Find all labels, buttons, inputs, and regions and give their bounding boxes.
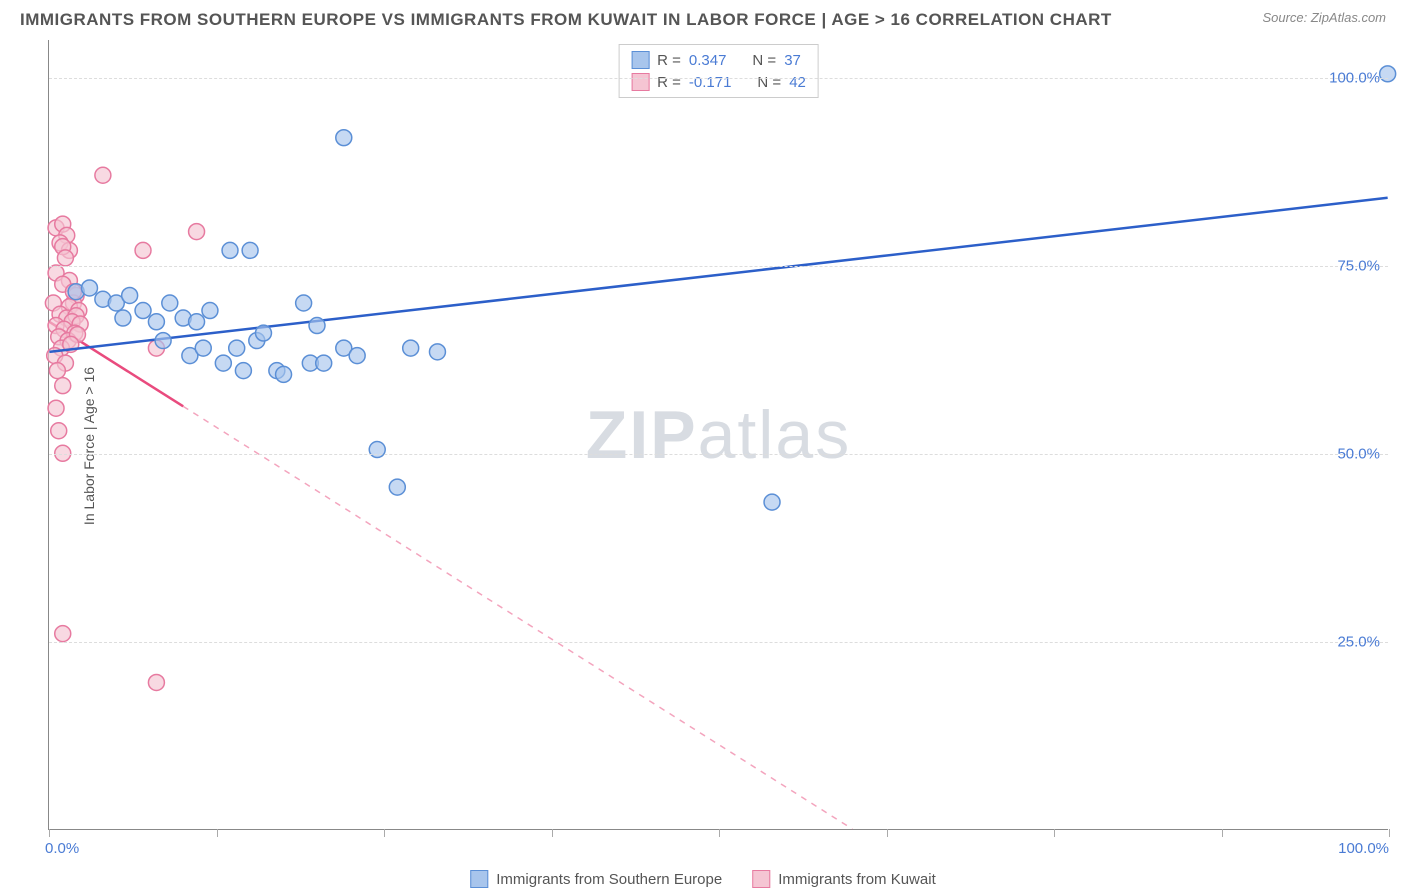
source-attribution: Source: ZipAtlas.com: [1262, 10, 1386, 25]
r-label: R =: [657, 74, 681, 91]
swatch-blue-icon: [631, 51, 649, 69]
x-tick: [384, 829, 385, 837]
x-tick: [1222, 829, 1223, 837]
y-tick-label: 25.0%: [1337, 633, 1380, 650]
n-value-pink: 42: [789, 74, 806, 91]
x-tick-label: 100.0%: [1338, 840, 1389, 857]
stats-row-blue: R = 0.347 N = 37: [631, 49, 806, 71]
x-tick: [1054, 829, 1055, 837]
series-legend: Immigrants from Southern Europe Immigran…: [470, 870, 935, 888]
r-label: R =: [657, 52, 681, 69]
legend-item-pink: Immigrants from Kuwait: [752, 870, 936, 888]
n-label: N =: [752, 52, 776, 69]
x-tick: [217, 829, 218, 837]
x-tick: [887, 829, 888, 837]
x-tick: [552, 829, 553, 837]
x-tick: [49, 829, 50, 837]
n-value-blue: 37: [784, 52, 801, 69]
stats-row-pink: R = -0.171 N = 42: [631, 71, 806, 93]
x-tick: [719, 829, 720, 837]
gridline: [49, 266, 1388, 267]
y-tick-label: 75.0%: [1337, 257, 1380, 274]
scatter-plot-svg: [49, 40, 1388, 829]
gridline: [49, 454, 1388, 455]
legend-label-blue: Immigrants from Southern Europe: [496, 871, 722, 888]
r-value-pink: -0.171: [689, 74, 732, 91]
chart-title: IMMIGRANTS FROM SOUTHERN EUROPE VS IMMIG…: [20, 10, 1112, 30]
chart-plot-area: ZIPatlas R = 0.347 N = 37 R = -0.171 N =…: [48, 40, 1388, 830]
swatch-blue-icon: [470, 870, 488, 888]
y-tick-label: 100.0%: [1329, 69, 1380, 86]
gridline: [49, 642, 1388, 643]
x-tick: [1389, 829, 1390, 837]
gridline: [49, 78, 1388, 79]
r-value-blue: 0.347: [689, 52, 727, 69]
x-tick-label: 0.0%: [45, 840, 79, 857]
n-label: N =: [757, 74, 781, 91]
swatch-pink-icon: [631, 73, 649, 91]
stats-legend: R = 0.347 N = 37 R = -0.171 N = 42: [618, 44, 819, 98]
legend-item-blue: Immigrants from Southern Europe: [470, 870, 722, 888]
y-tick-label: 50.0%: [1337, 445, 1380, 462]
swatch-pink-icon: [752, 870, 770, 888]
legend-label-pink: Immigrants from Kuwait: [778, 871, 936, 888]
